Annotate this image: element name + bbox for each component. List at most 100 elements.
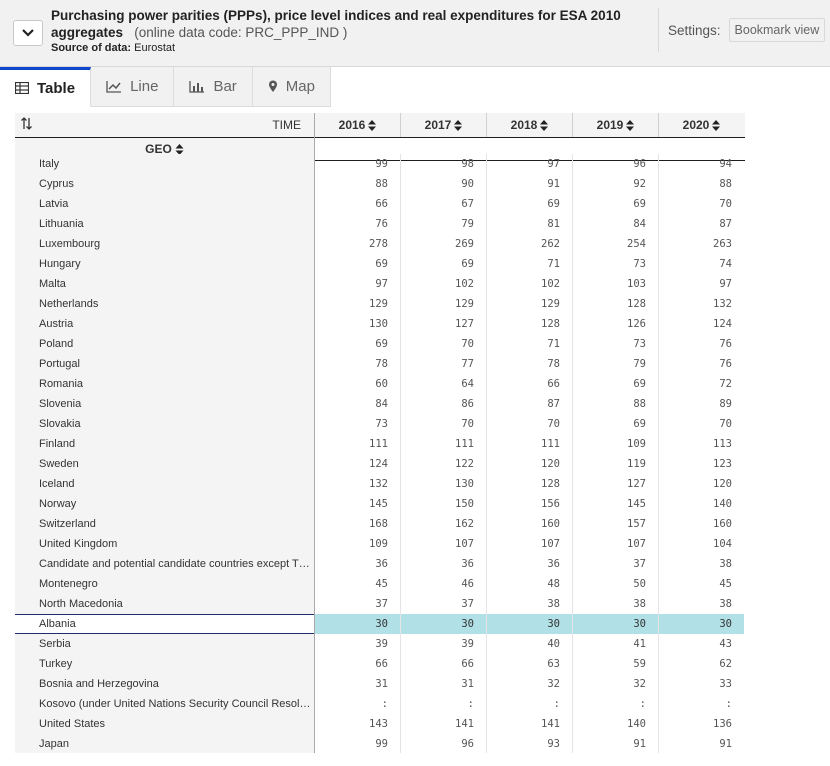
- table-row[interactable]: Iceland 132 130 128 127 120: [15, 474, 745, 494]
- value-cell: 150: [400, 494, 486, 514]
- value-cell: 79: [572, 354, 658, 374]
- table-row[interactable]: North Macedonia 37 37 38 38 38: [15, 594, 745, 614]
- value-cell: 254: [572, 234, 658, 254]
- value-cell: 78: [314, 354, 400, 374]
- value-cell: 74: [658, 254, 744, 274]
- table-row[interactable]: Malta 97 102 102 103 97: [15, 274, 745, 294]
- table-row[interactable]: Netherlands 129 129 129 128 132: [15, 294, 745, 314]
- tab-table[interactable]: Table: [0, 67, 92, 107]
- table-row[interactable]: Japan 99 96 93 91 91: [15, 734, 745, 753]
- value-cell: 62: [658, 654, 744, 674]
- table-row[interactable]: Cyprus 88 90 91 92 88: [15, 174, 745, 194]
- value-cell: 72: [658, 374, 744, 394]
- value-cell: 37: [400, 594, 486, 614]
- table-row[interactable]: Romania 60 64 66 69 72: [15, 374, 745, 394]
- table-row[interactable]: Hungary 69 69 71 73 74: [15, 254, 745, 274]
- table-row[interactable]: Austria 130 127 128 126 124: [15, 314, 745, 334]
- table-row[interactable]: Portugal 78 77 78 79 76: [15, 354, 745, 374]
- sort-icon: [454, 119, 463, 131]
- geo-name: Netherlands: [15, 294, 314, 314]
- value-cell: 78: [486, 354, 572, 374]
- dataset-title-continuation: aggregates: [51, 25, 124, 40]
- value-cell: 38: [486, 594, 572, 614]
- table-row[interactable]: Kosovo (under United Nations Security Co…: [15, 694, 745, 714]
- geo-name: Bosnia and Herzegovina: [15, 674, 314, 694]
- table-row[interactable]: Montenegro 45 46 48 50 45: [15, 574, 745, 594]
- value-cell: 71: [486, 254, 572, 274]
- value-cell: 70: [658, 414, 744, 434]
- value-cell: 168: [314, 514, 400, 534]
- geo-name: Japan: [15, 734, 314, 753]
- year-header-2020[interactable]: 2020: [658, 113, 744, 137]
- value-cell: :: [314, 694, 400, 714]
- value-cell: 66: [314, 654, 400, 674]
- swap-axes-icon[interactable]: [20, 117, 33, 130]
- value-cell: 119: [572, 454, 658, 474]
- tab-line[interactable]: Line: [91, 67, 175, 107]
- year-header-2017[interactable]: 2017: [400, 113, 486, 137]
- settings-area: Settings: Bookmark view: [658, 8, 826, 52]
- table-row[interactable]: Finland 111 111 111 109 113: [15, 434, 745, 454]
- value-cell: :: [658, 694, 744, 714]
- table-row[interactable]: Lithuania 76 79 81 84 87: [15, 214, 745, 234]
- table-row[interactable]: Norway 145 150 156 145 140: [15, 494, 745, 514]
- value-cell: 113: [658, 434, 744, 454]
- value-cell: 69: [314, 254, 400, 274]
- value-cell: :: [400, 694, 486, 714]
- value-cell: 111: [400, 434, 486, 454]
- value-cell: 33: [658, 674, 744, 694]
- value-cell: 76: [658, 334, 744, 354]
- table-row[interactable]: Luxembourg 278 269 262 254 263: [15, 234, 745, 254]
- year-label: 2016: [338, 118, 366, 132]
- value-cell: 64: [400, 374, 486, 394]
- sort-icon: [175, 143, 184, 155]
- value-cell: 132: [314, 474, 400, 494]
- value-cell: 84: [314, 394, 400, 414]
- value-cell: 140: [658, 494, 744, 514]
- tab-map[interactable]: Map: [252, 67, 331, 107]
- geo-name: Candidate and potential candidate countr…: [15, 554, 314, 574]
- value-cell: 120: [486, 454, 572, 474]
- geo-name: United Kingdom: [15, 534, 314, 554]
- value-cell: 30: [658, 614, 744, 634]
- table-row[interactable]: Sweden 124 122 120 119 123: [15, 454, 745, 474]
- table-row[interactable]: United States 143 141 141 140 136: [15, 714, 745, 734]
- tab-map-label: Map: [285, 78, 315, 95]
- year-header-2019[interactable]: 2019: [572, 113, 658, 137]
- year-header-2018[interactable]: 2018: [486, 113, 572, 137]
- dataset-title-block: Purchasing power parities (PPPs), price …: [51, 7, 641, 54]
- table-row[interactable]: Slovakia 73 70 70 69 70: [15, 414, 745, 434]
- geo-name: Montenegro: [15, 574, 314, 594]
- value-cell: 130: [400, 474, 486, 494]
- table-row[interactable]: Italy 99 98 97 96 94: [15, 154, 745, 174]
- value-cell: 46: [400, 574, 486, 594]
- value-cell: 111: [314, 434, 400, 454]
- table-row[interactable]: Latvia 66 67 69 69 70: [15, 194, 745, 214]
- collapse-header-button[interactable]: [13, 20, 43, 46]
- table-row[interactable]: Turkey 66 66 63 59 62: [15, 654, 745, 674]
- geo-name: Albania: [15, 614, 314, 634]
- table-row[interactable]: United Kingdom 109 107 107 107 104: [15, 534, 745, 554]
- value-cell: 91: [572, 734, 658, 753]
- table-row[interactable]: Slovenia 84 86 87 88 89: [15, 394, 745, 414]
- value-cell: 129: [486, 294, 572, 314]
- table-row[interactable]: Serbia 39 39 40 41 43: [15, 634, 745, 654]
- dataset-code: (online data code: PRC_PPP_IND ): [134, 25, 348, 40]
- value-cell: 96: [572, 154, 658, 174]
- table-row[interactable]: Bosnia and Herzegovina 31 31 32 32 33: [15, 674, 745, 694]
- year-header-2016[interactable]: 2016: [314, 113, 400, 137]
- value-cell: 92: [572, 174, 658, 194]
- value-cell: 160: [658, 514, 744, 534]
- tab-bar[interactable]: Bar: [174, 67, 253, 107]
- table-row[interactable]: Poland 69 70 71 73 76: [15, 334, 745, 354]
- value-cell: 107: [486, 534, 572, 554]
- bookmark-view-button[interactable]: Bookmark view: [728, 18, 826, 42]
- table-row[interactable]: Switzerland 168 162 160 157 160: [15, 514, 745, 534]
- table-row[interactable]: Candidate and potential candidate countr…: [15, 554, 745, 574]
- table-row[interactable]: Albania 30 30 30 30 30: [15, 614, 745, 634]
- geo-name: Cyprus: [15, 174, 314, 194]
- value-cell: 269: [400, 234, 486, 254]
- geo-name: Turkey: [15, 654, 314, 674]
- year-label: 2017: [424, 118, 452, 132]
- geo-name: Sweden: [15, 454, 314, 474]
